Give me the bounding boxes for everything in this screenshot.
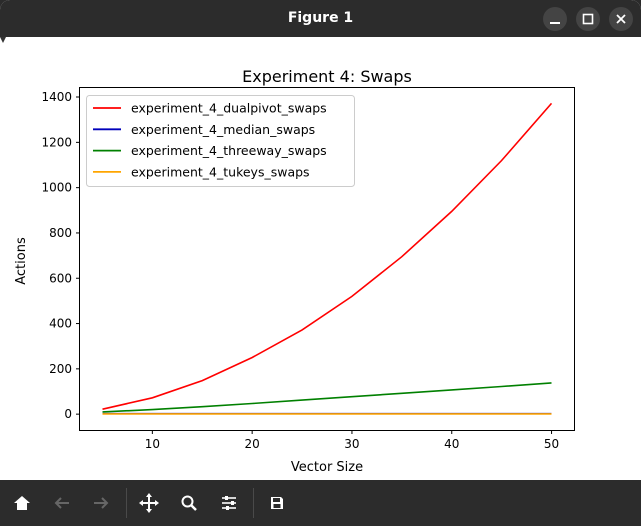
pan-icon [139, 493, 159, 513]
minimize-icon [550, 22, 560, 24]
save-button[interactable] [264, 490, 290, 516]
maximize-button[interactable] [576, 7, 600, 31]
legend-label-2: experiment_4_median_swaps [131, 122, 315, 137]
legend-label-4: experiment_4_tukeys_swaps [131, 164, 310, 179]
legend: experiment_4_dualpivot_swaps experiment_4… [86, 95, 355, 187]
y-axis-label: Actions [14, 237, 29, 285]
y-tick-label: 0 [64, 407, 72, 421]
series-line-1 [102, 102, 553, 410]
figure-canvas[interactable]: Experiment 4: Swaps 10 20 30 40 50 0 200 400 600… [0, 37, 641, 480]
y-tick-label: 1200 [41, 135, 72, 149]
legend-label-3: experiment_4_threeway_swaps [131, 143, 327, 158]
y-tick-label: 600 [49, 271, 72, 285]
chart-title: Experiment 4: Swaps [242, 67, 412, 86]
legend-box [86, 95, 355, 187]
maximize-icon [582, 13, 594, 25]
x-tick-label: 10 [145, 437, 160, 451]
back-button[interactable] [49, 490, 75, 516]
x-axis-label: Vector Size [291, 460, 363, 475]
pan-button[interactable] [136, 490, 162, 516]
zoom-button[interactable] [176, 490, 202, 516]
back-icon [54, 497, 69, 509]
close-icon [616, 14, 626, 24]
close-button[interactable] [609, 7, 633, 31]
x-tick-label: 50 [544, 437, 559, 451]
toolbar-separator [253, 488, 254, 518]
home-button[interactable] [9, 490, 35, 516]
minimize-button[interactable] [543, 7, 567, 31]
scroll-indicator-icon [0, 37, 6, 43]
x-tick-label: 30 [344, 437, 359, 451]
configure-subplots-icon [222, 496, 236, 510]
forward-button[interactable] [88, 490, 114, 516]
window-title: Figure 1 [287, 10, 354, 26]
home-icon [14, 496, 30, 510]
line-chart: Experiment 4: Swaps 10 20 30 40 50 0 200 400 600… [14, 67, 575, 475]
title-bar[interactable]: Figure 1 [0, 0, 641, 37]
y-tick-label: 800 [49, 226, 72, 240]
legend-label-1: experiment_4_dualpivot_swaps [131, 101, 327, 116]
configure-subplots-button[interactable] [216, 490, 242, 516]
y-tick-label: 1000 [41, 181, 72, 195]
x-tick-label: 20 [245, 437, 260, 451]
axes-frame [79, 87, 575, 431]
x-tick-label: 40 [444, 437, 459, 451]
y-tick-label: 1400 [41, 90, 72, 104]
toolbar-separator [126, 488, 127, 518]
forward-icon [94, 497, 109, 509]
save-icon [271, 497, 283, 509]
y-tick-label: 400 [49, 317, 72, 331]
navigation-toolbar [0, 480, 641, 526]
zoom-icon [181, 495, 197, 511]
series-line-3 [102, 382, 552, 413]
y-tick-label: 200 [49, 362, 72, 376]
